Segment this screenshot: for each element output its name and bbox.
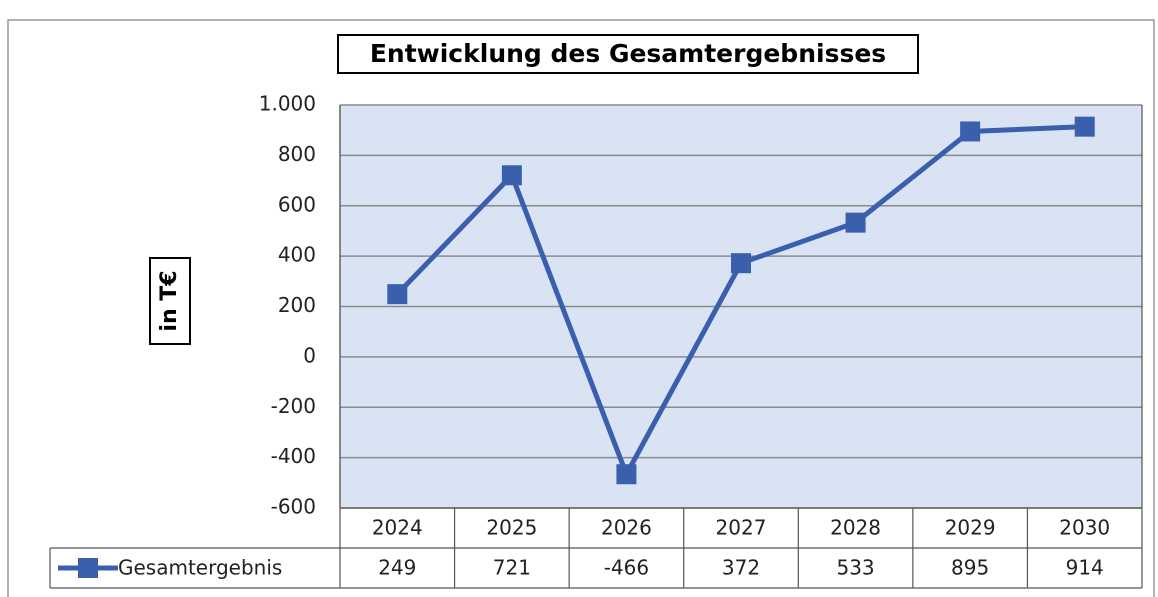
y-axis-label: in T€ (157, 270, 182, 331)
x-tick-label: 2030 (1059, 516, 1110, 540)
table-value: 721 (493, 556, 531, 580)
point-marker (1074, 116, 1095, 137)
y-tick-label: 0 (303, 343, 316, 367)
x-tick-label: 2027 (716, 516, 767, 540)
table-value: 914 (1066, 556, 1104, 580)
table-value: 533 (836, 556, 874, 580)
x-tick-label: 2026 (601, 516, 652, 540)
y-tick-label: 1.000 (259, 92, 316, 116)
y-tick-label: -400 (271, 444, 316, 468)
table-value: 895 (951, 556, 989, 580)
legend-label: Gesamtergebnis (118, 556, 282, 580)
y-tick-label: 200 (278, 293, 316, 317)
title-box (337, 34, 919, 74)
x-tick-label: 2025 (486, 516, 537, 540)
point-marker (731, 253, 751, 274)
y-tick-label: 600 (278, 192, 316, 216)
legend-marker (78, 558, 98, 578)
y-tick-label: 800 (278, 142, 316, 166)
chart-title: Entwicklung des Gesamtergebnisses (370, 39, 886, 68)
point-marker (845, 212, 866, 233)
point-marker (616, 464, 637, 485)
y-tick-label: -600 (271, 495, 316, 519)
x-tick-label: 2024 (372, 516, 423, 540)
table-value: -466 (604, 556, 649, 580)
point-marker (387, 284, 408, 305)
x-tick-label: 2029 (945, 516, 996, 540)
y-tick-label: -200 (271, 394, 316, 418)
point-marker (960, 121, 981, 142)
table-value: 372 (722, 556, 760, 580)
y-label-box (149, 257, 191, 345)
y-tick-label: 400 (278, 243, 316, 267)
point-marker (501, 165, 522, 186)
table-value: 249 (378, 556, 416, 580)
x-tick-label: 2028 (830, 516, 881, 540)
